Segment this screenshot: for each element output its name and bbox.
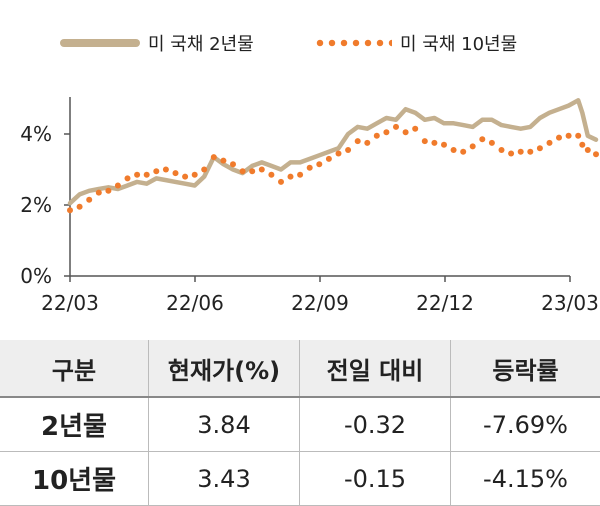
- series-point-10y: [307, 165, 313, 171]
- series-point-10y: [316, 161, 322, 167]
- series-point-10y: [105, 188, 111, 194]
- series-point-10y: [220, 158, 226, 164]
- y-tick-label: 0%: [20, 264, 52, 288]
- series-point-10y: [364, 140, 370, 146]
- series-point-10y: [460, 149, 466, 155]
- series-point-10y: [393, 124, 399, 130]
- series-point-10y: [77, 204, 83, 210]
- series-point-10y: [383, 129, 389, 135]
- series-point-10y: [297, 172, 303, 178]
- series-point-10y: [115, 183, 121, 189]
- series-point-10y: [499, 147, 505, 153]
- series-point-10y: [593, 151, 599, 157]
- series-point-10y: [508, 151, 514, 157]
- series-point-10y: [527, 149, 533, 155]
- series-point-10y: [579, 142, 585, 148]
- series-point-10y: [201, 167, 207, 173]
- series-point-10y: [134, 172, 140, 178]
- row-label: 2년물: [0, 397, 149, 452]
- cell-rate: -4.15%: [451, 452, 600, 506]
- cell-rate: -7.69%: [451, 397, 600, 452]
- series-point-10y: [441, 142, 447, 148]
- table-row: 2년물 3.84 -0.32 -7.69%: [0, 397, 600, 452]
- table-header-change: 전일 대비: [300, 340, 451, 397]
- series-point-10y: [249, 168, 255, 174]
- series-point-10y: [144, 172, 150, 178]
- x-tick-label: 22/03: [41, 291, 99, 315]
- series-point-10y: [96, 190, 102, 196]
- series-point-10y: [211, 154, 217, 160]
- legend-item-2y: 미 국채 2년물: [60, 30, 254, 56]
- series-point-10y: [192, 172, 198, 178]
- series-point-10y: [259, 167, 265, 173]
- cell-change: -0.32: [300, 397, 451, 452]
- table-header-row: 구분 현재가(%) 전일 대비 등락률: [0, 340, 600, 397]
- series-point-10y: [403, 129, 409, 135]
- x-tick-label: 23/03: [541, 291, 599, 315]
- series-point-10y: [67, 207, 73, 213]
- table-header-category: 구분: [0, 340, 149, 397]
- series-point-10y: [163, 167, 169, 173]
- series-point-10y: [230, 161, 236, 167]
- legend-label-10y: 미 국채 10년물: [400, 30, 517, 56]
- legend-swatch-solid: [60, 39, 140, 47]
- series-point-10y: [537, 145, 543, 151]
- series-point-10y: [479, 136, 485, 142]
- legend-item-10y: 미 국채 10년물: [314, 30, 517, 56]
- table-header-rate: 등락률: [451, 340, 600, 397]
- series-point-10y: [336, 151, 342, 157]
- series-point-10y: [422, 138, 428, 144]
- series-point-10y: [125, 175, 131, 181]
- series-point-10y: [374, 133, 380, 139]
- series-point-10y: [326, 156, 332, 162]
- y-tick-label: 4%: [20, 122, 52, 146]
- series-point-10y: [268, 172, 274, 178]
- series-point-10y: [518, 149, 524, 155]
- series-point-10y: [355, 138, 361, 144]
- cell-price: 3.84: [149, 397, 300, 452]
- series-point-10y: [566, 133, 572, 139]
- series-line-2y: [70, 100, 596, 203]
- series-point-10y: [173, 170, 179, 176]
- series-point-10y: [489, 140, 495, 146]
- series-point-10y: [547, 140, 553, 146]
- series-point-10y: [345, 147, 351, 153]
- cell-change: -0.15: [300, 452, 451, 506]
- table-header-price: 현재가(%): [149, 340, 300, 397]
- series-point-10y: [288, 174, 294, 180]
- legend-label-2y: 미 국채 2년물: [148, 30, 254, 56]
- x-tick-label: 22/12: [416, 291, 474, 315]
- series-point-10y: [451, 147, 457, 153]
- legend: 미 국채 2년물 미 국채 10년물: [0, 30, 600, 54]
- series-point-10y: [575, 133, 581, 139]
- cell-price: 3.43: [149, 452, 300, 506]
- series-point-10y: [153, 168, 159, 174]
- yield-table: 구분 현재가(%) 전일 대비 등락률 2년물 3.84 -0.32 -7.69…: [0, 340, 600, 506]
- series-point-10y: [240, 168, 246, 174]
- legend-swatch-dotted: [314, 39, 392, 47]
- series-point-10y: [556, 135, 562, 141]
- series-point-10y: [412, 126, 418, 132]
- table-row: 10년물 3.43 -0.15 -4.15%: [0, 452, 600, 506]
- series-point-10y: [585, 147, 591, 153]
- x-tick-label: 22/06: [166, 291, 224, 315]
- row-label: 10년물: [0, 452, 149, 506]
- y-tick-label: 2%: [20, 193, 52, 217]
- series-point-10y: [182, 174, 188, 180]
- series-point-10y: [431, 140, 437, 146]
- series-point-10y: [278, 179, 284, 185]
- x-tick-label: 22/09: [291, 291, 349, 315]
- series-point-10y: [86, 197, 92, 203]
- series-point-10y: [470, 143, 476, 149]
